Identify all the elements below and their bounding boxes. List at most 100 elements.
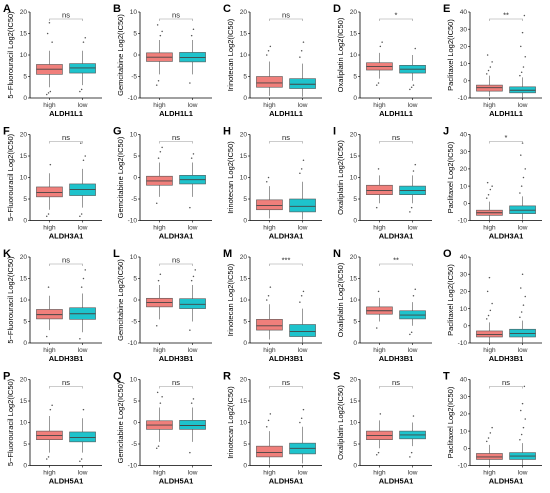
y-tick-label: 30 xyxy=(460,394,468,401)
y-tick-label: 15 xyxy=(350,153,358,160)
x-tick-label: high xyxy=(153,470,166,477)
outlier-point xyxy=(189,206,191,209)
x-tick-label: low xyxy=(408,225,418,232)
significance-bracket xyxy=(379,263,413,266)
box-low xyxy=(69,142,96,217)
y-tick-label: 10 xyxy=(130,377,138,384)
panel-letter: M xyxy=(223,248,232,260)
y-axis-label: Oxaliplatin Log2(IC50) xyxy=(336,17,345,92)
outlier-point xyxy=(80,286,83,288)
y-tick-label: -10 xyxy=(458,463,468,470)
significance-bracket xyxy=(269,18,303,21)
y-tick-label: 0 xyxy=(463,201,467,208)
outlier-point xyxy=(409,211,411,213)
y-tick-label: 20 xyxy=(20,377,28,384)
outlier-point xyxy=(79,460,81,462)
y-tick-label: 5 xyxy=(23,319,27,326)
significance-label: ns xyxy=(172,11,180,20)
box-high xyxy=(146,24,173,86)
y-tick-label: 20 xyxy=(240,132,248,139)
significance-bracket xyxy=(489,386,523,389)
significance-label: ns xyxy=(172,256,180,265)
panel-s: S Oxaliplatin Log2(IC50) 0 5 10 15 20 high lowAL… xyxy=(333,371,432,486)
y-tick-label: 30 xyxy=(460,271,468,278)
outlier-point xyxy=(82,277,85,280)
outlier-point xyxy=(521,31,524,34)
y-tick-label: 0 xyxy=(133,52,137,59)
y-tick-label: 10 xyxy=(240,297,248,304)
box-high xyxy=(256,45,283,96)
x-tick-label: low xyxy=(518,347,528,354)
box-low xyxy=(399,163,426,213)
outlier-point xyxy=(377,168,380,170)
outlier-point xyxy=(377,451,380,454)
significance-label: ** xyxy=(393,256,399,265)
y-axis-label: Oxaliplatin Log2(IC50) xyxy=(336,385,345,460)
box-body xyxy=(256,199,283,211)
outlier-point xyxy=(487,193,490,196)
y-axis-label: Irinotecan Log2(IC50) xyxy=(226,386,235,459)
box-high xyxy=(36,404,63,460)
significance-bracket xyxy=(269,141,303,144)
panel-k: K5−Fluorouracil Log2(IC50) 0 5 10 15 20 high lo… xyxy=(3,248,102,363)
outlier-point xyxy=(410,331,413,333)
x-axis-label: ALDH3A1 xyxy=(269,232,304,241)
box-low xyxy=(509,385,536,466)
y-tick-label: 0 xyxy=(243,95,247,102)
box-high xyxy=(476,426,503,466)
y-tick-label: 0 xyxy=(133,175,137,182)
outlier-point xyxy=(414,163,417,166)
y-tick-label: -5 xyxy=(131,441,137,448)
y-tick-label: 0 xyxy=(133,297,137,304)
panel-letter: A xyxy=(3,3,11,15)
panel-letter: L xyxy=(113,248,120,260)
x-axis-label: ALDH3A1 xyxy=(489,232,524,241)
outlier-point xyxy=(46,32,49,35)
outlier-point xyxy=(80,88,83,91)
y-tick-label: -5 xyxy=(131,319,137,326)
y-tick-label: 10 xyxy=(20,297,28,304)
y-tick-label: 10 xyxy=(20,420,28,427)
y-tick-label: 5 xyxy=(243,74,247,81)
y-tick-label: -10 xyxy=(128,218,138,225)
significance-bracket xyxy=(379,386,413,389)
outlier-point xyxy=(267,176,270,179)
y-tick-label: 10 xyxy=(240,175,248,182)
box-low xyxy=(289,408,316,464)
outlier-point xyxy=(521,273,524,275)
panel-a: A5−Fluorouracil Log2(IC50) 0 5 10 15 20 high lo… xyxy=(3,3,102,118)
x-axis-label: ALDH3A1 xyxy=(159,232,194,241)
outlier-point xyxy=(519,192,521,194)
panel-letter: I xyxy=(333,126,336,138)
y-tick-label: 20 xyxy=(350,254,358,261)
x-tick-label: low xyxy=(518,102,528,109)
box-high xyxy=(146,146,173,205)
outlier-point xyxy=(375,84,378,86)
y-tick-label: 0 xyxy=(133,420,137,427)
outlier-point xyxy=(300,417,303,419)
y-axis-label: Gemcitabine Log2(IC50) xyxy=(116,381,125,463)
y-axis-label: Paclitaxel Log2(IC50) xyxy=(446,19,455,91)
significance-label: ns xyxy=(392,133,400,142)
y-tick-label: 5 xyxy=(353,196,357,203)
outlier-point xyxy=(486,181,489,184)
outlier-point xyxy=(45,93,48,96)
outlier-point xyxy=(486,54,489,56)
y-tick-label: -10 xyxy=(458,95,468,102)
y-tick-label: 40 xyxy=(460,254,468,261)
y-tick-label: 20 xyxy=(240,254,248,261)
y-tick-label: 20 xyxy=(460,166,468,173)
x-axis-label: ALDH3A1 xyxy=(49,232,84,241)
outlier-point xyxy=(157,80,160,82)
outlier-point xyxy=(519,438,521,441)
panel-p: P5−Fluorouracil Log2(IC50) 0 5 10 15 20 high lo… xyxy=(3,371,102,486)
outlier-point xyxy=(521,402,524,405)
outlier-point xyxy=(161,30,163,33)
outlier-point xyxy=(157,279,160,282)
significance-label: ns xyxy=(172,378,180,387)
outlier-point xyxy=(269,413,272,415)
y-tick-label: -5 xyxy=(131,74,137,81)
outlier-point xyxy=(299,56,301,58)
outlier-point xyxy=(47,286,50,288)
